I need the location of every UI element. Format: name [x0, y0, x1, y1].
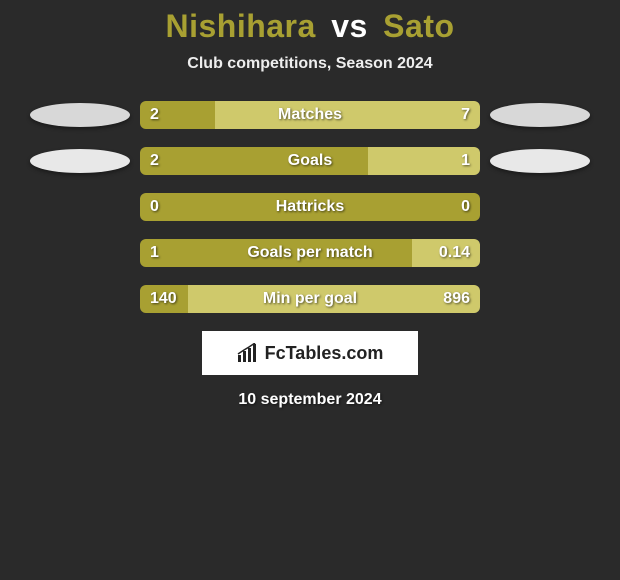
stat-bar: 27Matches	[140, 101, 480, 129]
stat-row: 00Hattricks	[0, 193, 620, 221]
stat-row: 21Goals	[0, 147, 620, 175]
stats-section: 27Matches 21Goals 00Hattricks 10.14Goals pe…	[0, 101, 620, 313]
page-title: Nishihara vs Sato	[0, 8, 620, 45]
date-label: 10 september 2024	[0, 391, 620, 409]
player2-marker	[490, 149, 590, 173]
stat-row: 27Matches	[0, 101, 620, 129]
stat-bar: 21Goals	[140, 147, 480, 175]
stat-bar-left-segment	[140, 239, 412, 267]
stat-bar-right-segment	[368, 147, 480, 175]
logo-box: FcTables.com	[202, 331, 418, 375]
stat-bar-left-segment	[140, 101, 215, 129]
logo-text: FcTables.com	[265, 343, 384, 364]
stat-bar: 140896Min per goal	[140, 285, 480, 313]
right-icon-slot	[480, 103, 600, 127]
right-icon-slot	[480, 149, 600, 173]
stat-bar: 00Hattricks	[140, 193, 480, 221]
player1-marker	[30, 103, 130, 127]
vs-label: vs	[331, 8, 368, 44]
stat-bar-right-segment	[188, 285, 480, 313]
stat-bar-right-segment	[215, 101, 480, 129]
infographic-container: Nishihara vs Sato Club competitions, Sea…	[0, 0, 620, 409]
bar-chart-icon	[237, 343, 259, 363]
left-icon-slot	[20, 149, 140, 173]
player1-name: Nishihara	[165, 8, 315, 44]
stat-bar: 10.14Goals per match	[140, 239, 480, 267]
stat-row: 140896Min per goal	[0, 285, 620, 313]
left-icon-slot	[20, 103, 140, 127]
player1-marker	[30, 149, 130, 173]
stat-bar-left-segment	[140, 193, 480, 221]
subtitle: Club competitions, Season 2024	[0, 55, 620, 73]
player2-name: Sato	[383, 8, 454, 44]
stat-row: 10.14Goals per match	[0, 239, 620, 267]
stat-bar-right-segment	[412, 239, 480, 267]
stat-bar-left-segment	[140, 285, 188, 313]
player2-marker	[490, 103, 590, 127]
stat-bar-left-segment	[140, 147, 368, 175]
